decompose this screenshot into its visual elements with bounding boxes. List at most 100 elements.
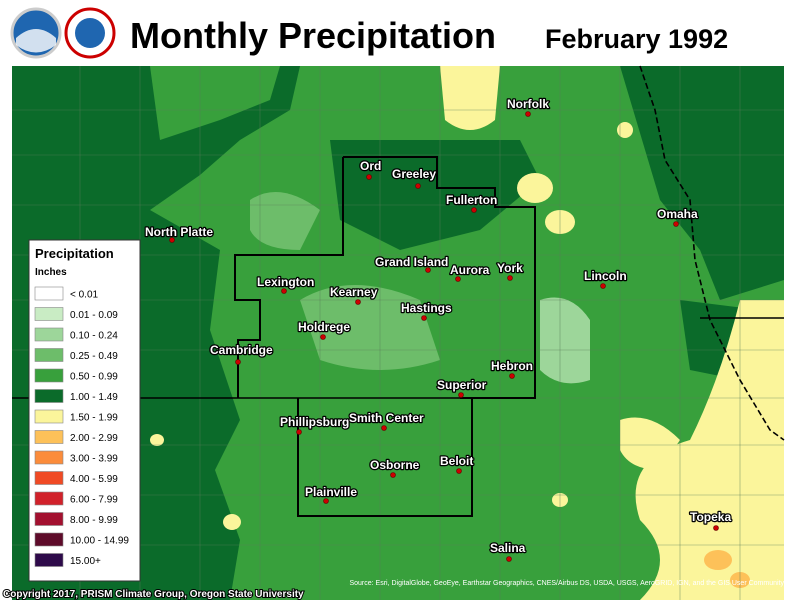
wet-spot bbox=[617, 122, 633, 138]
legend-label: 8.00 - 9.99 bbox=[70, 515, 118, 526]
legend-swatch bbox=[34, 307, 64, 321]
legend: Precipitation Inches < 0.01 0.01 - 0.09 0.… bbox=[28, 239, 141, 582]
legend-label: < 0.01 bbox=[70, 290, 99, 301]
city-dot bbox=[471, 207, 477, 213]
legend-title: Precipitation bbox=[35, 246, 114, 261]
legend-swatch bbox=[34, 430, 64, 444]
city-label: Smith Center bbox=[349, 411, 424, 425]
legend-swatch bbox=[34, 471, 64, 485]
city-label: Lincoln bbox=[584, 269, 627, 283]
city-dot bbox=[673, 221, 679, 227]
city-label: Superior bbox=[437, 378, 487, 392]
legend-label: 0.10 - 0.24 bbox=[70, 331, 118, 342]
legend-swatch bbox=[34, 368, 64, 383]
legend-swatch bbox=[34, 389, 64, 403]
city-dot bbox=[506, 556, 512, 562]
city-label: Lexington bbox=[257, 275, 314, 289]
city-dot bbox=[320, 334, 326, 340]
district-boundary bbox=[297, 398, 473, 517]
city-label: Beloit bbox=[440, 454, 473, 468]
legend-swatch bbox=[34, 532, 64, 547]
city-label: Hebron bbox=[491, 359, 533, 373]
dry-area bbox=[540, 297, 590, 384]
city-dot bbox=[415, 183, 421, 189]
legend-label: 0.01 - 0.09 bbox=[70, 310, 118, 321]
dry-area bbox=[250, 192, 320, 250]
footer-bar bbox=[0, 600, 792, 612]
city-dot bbox=[421, 315, 427, 321]
city-dot bbox=[296, 429, 302, 435]
city-label: York bbox=[497, 261, 523, 275]
city-label: Norfolk bbox=[507, 97, 549, 111]
wet-spot bbox=[440, 66, 500, 130]
legend-swatch bbox=[34, 491, 64, 506]
map-area bbox=[150, 66, 280, 140]
city-label: Aurora bbox=[450, 263, 490, 277]
city-dot bbox=[425, 267, 431, 273]
legend-label: 1.00 - 1.49 bbox=[70, 392, 118, 403]
wet-area bbox=[330, 140, 540, 250]
city-dot bbox=[235, 359, 241, 365]
legend-label: 10.00 - 14.99 bbox=[70, 536, 129, 547]
city-label: Cambridge bbox=[210, 343, 273, 357]
wet-spot bbox=[223, 514, 241, 530]
map bbox=[12, 65, 785, 600]
legend-label: 15.00+ bbox=[70, 556, 101, 567]
city-label: Salina bbox=[490, 541, 526, 555]
legend-label: 0.25 - 0.49 bbox=[70, 351, 118, 362]
date: February 1992 bbox=[545, 24, 728, 54]
city-dot bbox=[713, 525, 719, 531]
city-label: Plainville bbox=[305, 485, 357, 499]
city-dot bbox=[509, 373, 515, 379]
city-dot bbox=[355, 299, 361, 305]
nws-logo-center bbox=[75, 18, 105, 48]
city-dot bbox=[507, 275, 513, 281]
wet-spot bbox=[150, 434, 164, 446]
copyright: Copyright 2017, PRISM Climate Group, Ore… bbox=[3, 589, 304, 600]
city-label: Osborne bbox=[370, 458, 420, 472]
wet-area bbox=[635, 300, 784, 600]
legend-swatch bbox=[34, 409, 64, 424]
legend-label: 6.00 - 7.99 bbox=[70, 495, 118, 506]
wet-area bbox=[620, 66, 784, 300]
city-dot bbox=[366, 174, 372, 180]
city-dot bbox=[458, 392, 464, 398]
city-label: Fullerton bbox=[446, 193, 497, 207]
legend-swatch bbox=[34, 286, 64, 301]
legend-swatch bbox=[34, 450, 64, 465]
city-dot bbox=[456, 468, 462, 474]
city-label: Phillipsburg bbox=[280, 415, 349, 429]
legend-label: 0.50 - 0.99 bbox=[70, 372, 118, 383]
title: Monthly Precipitation bbox=[130, 15, 496, 56]
wet-spot bbox=[704, 550, 732, 570]
city-label: Kearney bbox=[330, 285, 378, 299]
district-boundary bbox=[234, 156, 536, 399]
legend-swatch bbox=[34, 553, 64, 567]
legend-label: 4.00 - 5.99 bbox=[70, 474, 118, 485]
city-dot bbox=[600, 283, 606, 289]
city-dot bbox=[323, 498, 329, 504]
city-label: North Platte bbox=[145, 225, 213, 239]
city-label: Topeka bbox=[690, 510, 731, 524]
noaa-logo-wave bbox=[16, 29, 56, 53]
wet-spot bbox=[620, 417, 680, 470]
legend-swatch bbox=[34, 348, 64, 362]
city-dot bbox=[390, 472, 396, 478]
city-dot bbox=[169, 237, 175, 243]
state-border bbox=[639, 65, 785, 441]
dry-area bbox=[300, 285, 440, 370]
legend-label: 1.50 - 1.99 bbox=[70, 413, 118, 424]
city-label: Ord bbox=[360, 159, 381, 173]
city-dot bbox=[525, 111, 531, 117]
city-dot bbox=[455, 276, 461, 282]
city-label: Omaha bbox=[657, 207, 698, 221]
city-dot bbox=[381, 425, 387, 431]
legend-label: 3.00 - 3.99 bbox=[70, 454, 118, 465]
legend-label: 2.00 - 2.99 bbox=[70, 433, 118, 444]
legend-swatch bbox=[34, 327, 64, 342]
source: Source: Esri, DigitalGlobe, GeoEye, Eart… bbox=[349, 580, 784, 587]
legend-swatch bbox=[34, 512, 64, 526]
wet-spot bbox=[517, 173, 553, 203]
cities: Norfolk North Platte Ord Greeley Fullerton Om… bbox=[144, 96, 733, 562]
